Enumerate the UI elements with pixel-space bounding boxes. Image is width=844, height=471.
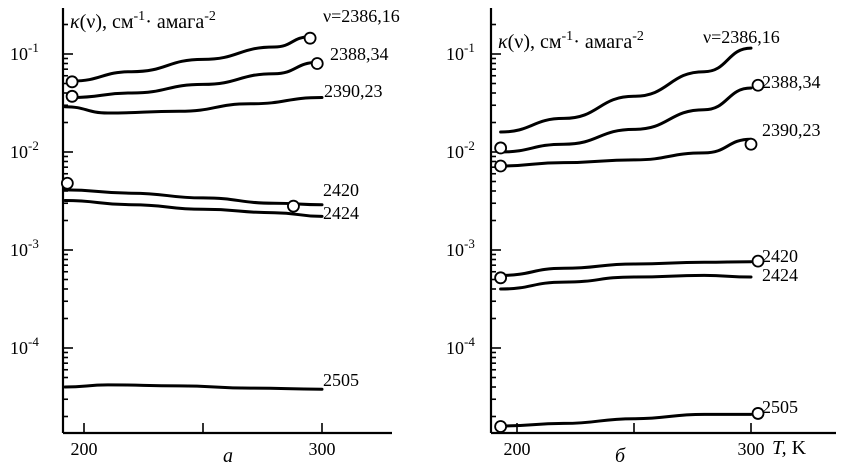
data-point-marker [65, 89, 79, 103]
series-label: 2424 [762, 265, 798, 285]
y-tick-label: 10-4 [10, 334, 39, 358]
data-point-marker [744, 137, 758, 151]
series-label: 2420 [762, 246, 798, 266]
data-point-marker [751, 78, 765, 92]
data-point-marker [65, 75, 79, 89]
series-line [499, 412, 753, 428]
series-line [63, 383, 324, 391]
series-line [499, 137, 753, 168]
series-line [499, 86, 753, 154]
x-tick-label: 300 [309, 439, 336, 459]
data-point-marker [303, 31, 317, 45]
data-point-marker [310, 57, 324, 70]
y-axis-title: κ(ν), см-1· амага-2 [70, 9, 216, 33]
panel-label: а [223, 445, 233, 466]
data-point-marker [494, 141, 508, 155]
series-line [499, 46, 753, 134]
series-label: 2390,23 [762, 120, 821, 140]
y-axis-title: κ(ν), см-1· амага-2 [498, 29, 644, 53]
series-label: 2390,23 [324, 81, 383, 101]
y-tick-label: 10-3 [10, 236, 39, 260]
x-axis-title: T, K [772, 437, 807, 459]
series-label: ν=2386,16 [323, 6, 400, 26]
series-label: 2388,34 [330, 44, 389, 64]
data-point-marker [751, 254, 765, 268]
series-line [70, 60, 319, 99]
y-tick-label: 10-2 [10, 138, 39, 162]
series-label: 2420 [323, 180, 359, 200]
y-tick-label: 10-4 [446, 334, 475, 358]
chart-panel-1: 10-1 10-2 10-3 10-4 200 300 κ(ν), см-1· амага-… [10, 6, 400, 467]
data-point-marker [494, 420, 508, 433]
series-label: 2424 [323, 203, 359, 223]
series-line [63, 96, 324, 115]
chart-panel-2: 10-1 10-2 10-3 10-4 200 300 κ(ν), см-1· амага-… [446, 8, 836, 467]
series-line [63, 188, 324, 207]
series-label: 2505 [323, 370, 359, 390]
data-point-marker [60, 176, 74, 190]
series-line [70, 35, 312, 83]
data-point-marker [494, 159, 508, 173]
y-tick-label: 10-3 [446, 236, 475, 260]
series-label: 2388,34 [762, 72, 821, 92]
y-tick-label: 10-1 [446, 40, 475, 64]
data-point-marker [751, 407, 765, 420]
x-tick-label: 300 [738, 439, 765, 459]
series-label: 2505 [762, 397, 798, 417]
series-line [63, 199, 324, 218]
y-tick-label: 10-1 [10, 40, 39, 64]
series-line [499, 273, 753, 291]
series-line [499, 260, 753, 277]
x-tick-label: 200 [71, 439, 98, 459]
data-point-marker [287, 199, 300, 213]
data-point-marker [494, 271, 508, 285]
y-tick-label: 10-2 [446, 138, 475, 162]
panel-label: б [615, 445, 626, 466]
x-tick-label: 200 [504, 439, 531, 459]
series-label: ν=2386,16 [703, 27, 780, 47]
